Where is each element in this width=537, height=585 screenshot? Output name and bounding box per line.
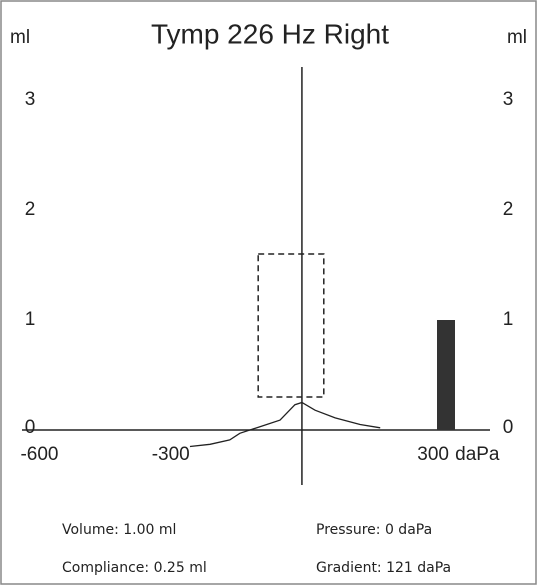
y-tick-label-right: 2 <box>503 199 514 220</box>
tympanogram-curve <box>189 401 381 448</box>
x-unit: daPa <box>455 444 500 465</box>
y-tick-label-left: 1 <box>25 309 36 330</box>
readout: Pressure: 0 daPa <box>316 522 432 538</box>
y-tick-label-right: 0 <box>503 417 514 438</box>
readout: Gradient: 121 daPa <box>316 560 451 576</box>
y-unit-left: ml <box>10 27 30 48</box>
volume-bar <box>437 320 455 430</box>
normal-region <box>257 253 325 398</box>
y-tick-label-left: 2 <box>25 199 36 220</box>
y-tick-label-right: 3 <box>503 89 514 110</box>
readout: Compliance: 0.25 ml <box>62 560 207 576</box>
y-tick-label-right: 1 <box>503 309 514 330</box>
x-tick-label: 300 <box>417 444 449 465</box>
chart-title: Tymp 226 Hz Right <box>151 18 389 49</box>
x-tick-label: -300 <box>152 444 190 465</box>
y-tick-label-left: 0 <box>25 417 36 438</box>
y-unit-right: ml <box>507 27 527 48</box>
y-tick-label-left: 3 <box>25 89 36 110</box>
x-tick-label: -600 <box>20 444 58 465</box>
readout: Volume: 1.00 ml <box>62 522 176 538</box>
